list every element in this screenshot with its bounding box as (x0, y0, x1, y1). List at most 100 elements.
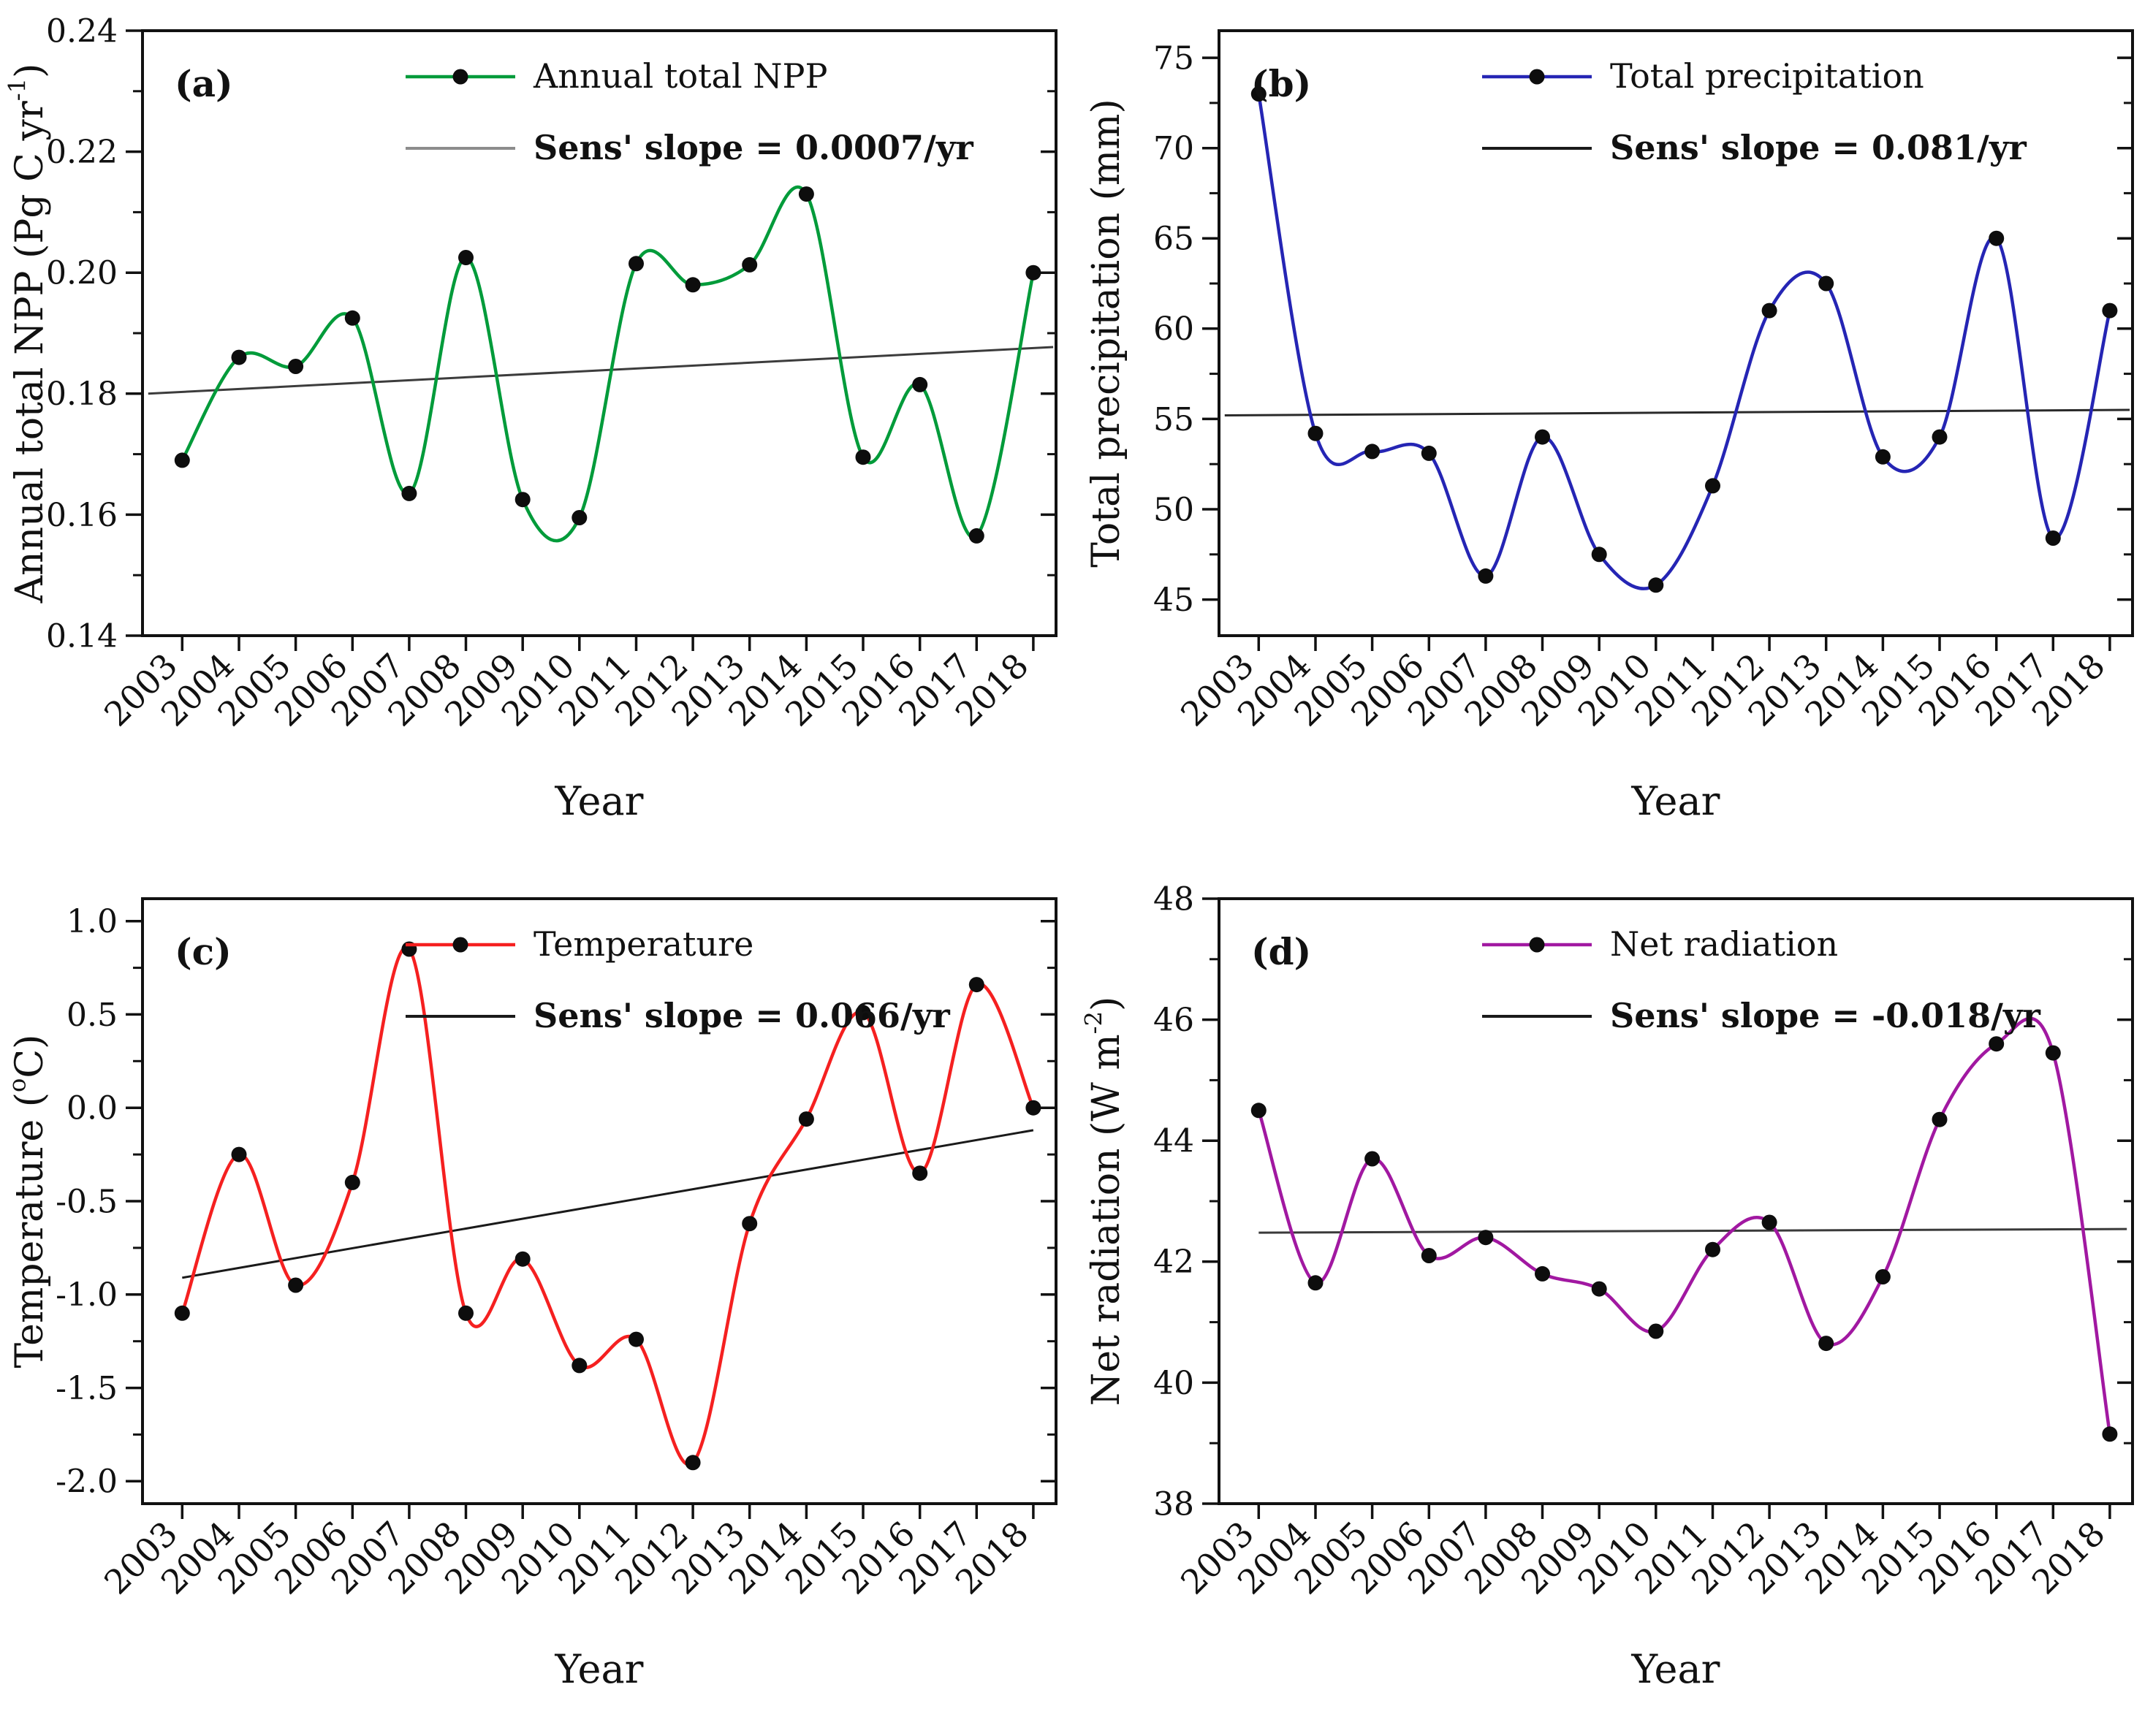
legend-series-label: Total precipitation (1610, 56, 1924, 96)
data-point-marker (458, 250, 474, 265)
y-tick-label: 40 (1153, 1365, 1194, 1402)
data-point-marker (968, 528, 984, 544)
sens-slope-line (148, 346, 1054, 395)
y-tick-label: 0.24 (46, 12, 118, 50)
data-point-marker (1818, 1336, 1834, 1352)
sens-slope-line (1224, 408, 2130, 416)
x-axis-ticks: 2003200420052006200720082009201020112012… (96, 1504, 1036, 1602)
legend: Temperature Sens' slope = 0.066/yr (406, 924, 951, 1035)
y-tick-label: -1.0 (56, 1276, 118, 1314)
data-point-marker (1761, 1214, 1777, 1230)
data-point-marker (1989, 230, 2005, 246)
data-point-marker (1535, 429, 1550, 445)
data-point-marker (629, 256, 644, 272)
panel-label: (d) (1251, 930, 1311, 973)
data-point-marker (1648, 577, 1664, 593)
data-point-marker (344, 1174, 360, 1190)
y-tick-label: 48 (1153, 880, 1194, 918)
y-axis-ticks: -2.0 -1.5 -1.0 -0.5 0.0 0.5 1.0 (56, 903, 1056, 1501)
y-tick-label: 0.14 (46, 617, 118, 655)
data-point-marker (629, 1331, 644, 1347)
x-axis-title: Year (555, 778, 644, 824)
data-point-marker (288, 359, 304, 374)
data-point-marker (968, 977, 984, 993)
legend: Net radiation Sens' slope = -0.018/yr (1482, 924, 2041, 1035)
legend-series-marker (1529, 937, 1545, 953)
panel-label: (c) (175, 930, 232, 973)
legend-sens-label: Sens' slope = -0.018/yr (1610, 996, 2041, 1035)
data-point-marker (231, 1146, 247, 1162)
data-point-marker (1761, 302, 1777, 319)
y-tick-label: 70 (1153, 130, 1194, 167)
data-point-marker (2045, 1045, 2061, 1061)
data-point-marker (2102, 1426, 2118, 1442)
data-point-marker (401, 485, 417, 501)
data-point-marker (231, 349, 247, 365)
data-point-markers (1250, 1036, 2118, 1442)
y-tick-label: 0.5 (67, 997, 118, 1034)
data-point-marker (1025, 1100, 1041, 1116)
plot-border (1218, 29, 2134, 637)
x-axis-title: Year (555, 1646, 644, 1692)
data-point-marker (742, 1216, 758, 1232)
y-tick-label: 45 (1153, 582, 1194, 619)
data-point-marker (514, 492, 531, 508)
data-point-marker (1705, 478, 1720, 494)
y-tick-label: -2.0 (56, 1463, 118, 1501)
data-point-marker (685, 1455, 701, 1471)
y-tick-label: 42 (1153, 1244, 1194, 1281)
x-axis-title: Year (1631, 778, 1720, 824)
y-axis-ticks: 38 40 42 44 46 48 (1153, 880, 2133, 1523)
legend-sens-label: Sens' slope = 0.0007/yr (533, 128, 974, 167)
y-tick-label: 46 (1153, 1002, 1194, 1039)
panel-label: (b) (1251, 62, 1311, 105)
data-point-marker (174, 452, 190, 468)
chart-panel-b: 45 50 55 60 65 70 75 20032004200520062007200820… (1076, 0, 2153, 868)
data-point-marker (288, 1277, 304, 1293)
data-point-marker (1478, 568, 1494, 584)
data-point-marker (855, 1005, 871, 1021)
y-axis-title: Temperature (oC) (4, 1035, 52, 1368)
sens-slope-line (1258, 1227, 2127, 1234)
legend-sens-label: Sens' slope = 0.081/yr (1610, 128, 2027, 167)
data-point-marker (685, 277, 701, 293)
series-curve (181, 945, 1036, 1466)
series-curve (1257, 1016, 2112, 1436)
y-axis-title: Net radiation (W m-2) (1080, 997, 1128, 1406)
legend-series-marker (452, 937, 468, 953)
plot-border (141, 897, 1057, 1505)
legend-series-marker (1529, 69, 1545, 85)
data-point-marker (2102, 302, 2118, 319)
y-axis-title: Annual total NPP (Pg C yr-1) (4, 64, 52, 604)
y-axis-title: Total precipitation (mm) (1085, 99, 1128, 568)
y-tick-label: -0.5 (56, 1183, 118, 1220)
data-point-marker (174, 1305, 190, 1321)
data-point-marker (1250, 1103, 1267, 1119)
y-tick-label: 0.16 (46, 497, 118, 534)
data-point-marker (1591, 547, 1607, 563)
data-point-marker (1307, 1275, 1324, 1291)
legend-series-label: Annual total NPP (533, 56, 827, 96)
data-point-markers (1250, 86, 2118, 593)
data-point-marker (1875, 1269, 1891, 1284)
y-tick-label: 65 (1153, 221, 1194, 258)
y-tick-label: 1.0 (67, 903, 118, 940)
legend-series-label: Net radiation (1610, 924, 1838, 964)
x-axis-ticks: 2003200420052006200720082009201020112012… (1173, 1504, 2113, 1602)
y-tick-label: 44 (1153, 1123, 1194, 1160)
data-point-marker (1364, 443, 1381, 460)
data-point-marker (572, 1358, 588, 1374)
legend-sens-label: Sens' slope = 0.066/yr (533, 996, 951, 1035)
data-point-marker (344, 310, 360, 326)
data-point-marker (798, 186, 814, 202)
y-tick-label: 0.0 (67, 1090, 118, 1127)
data-point-marker (1535, 1265, 1550, 1282)
panel-label: (a) (175, 62, 233, 105)
data-point-marker (912, 376, 928, 392)
data-point-markers (174, 186, 1041, 544)
y-tick-label: 75 (1153, 40, 1194, 77)
chart-panel-c: -2.0 -1.5 -1.0 -0.5 0.0 0.5 1.0 200320042005200… (0, 868, 1076, 1736)
legend-series-label: Temperature (533, 924, 753, 964)
y-tick-label: -1.5 (56, 1370, 118, 1407)
